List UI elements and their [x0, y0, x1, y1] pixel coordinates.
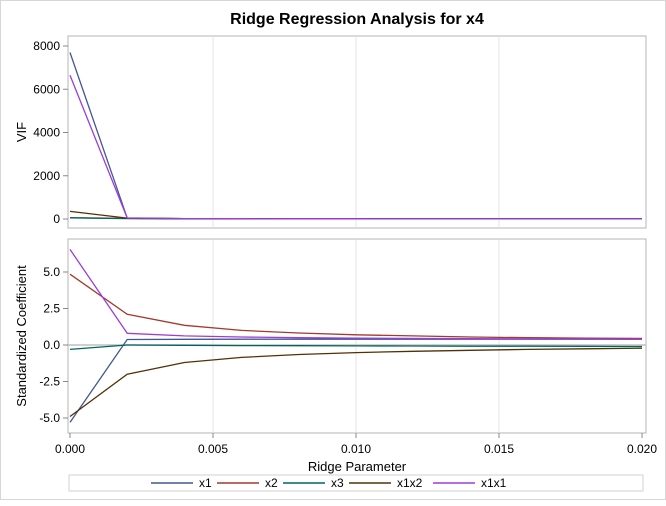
y-tick-label: -2.5 [39, 375, 60, 389]
legend-label-x2: x2 [265, 476, 278, 490]
coef-y-axis: -5.0 -2.5 0.0 2.5 5.0 [39, 265, 68, 425]
coef-y-label: Standardized Coefficient [14, 265, 29, 407]
x-tick-label: 0.010 [341, 442, 371, 456]
legend-label-x1x2: x1x2 [397, 476, 423, 490]
y-tick-label: 2000 [33, 169, 60, 183]
x-tick-label: 0.020 [627, 442, 657, 456]
y-tick-label: 6000 [33, 82, 60, 96]
legend-label-x1: x1 [199, 476, 212, 490]
vif-series-lines [69, 52, 642, 220]
coef-panel: -5.0 -2.5 0.0 2.5 5.0 Standardized Coefficie… [14, 238, 647, 434]
y-tick-label: 5.0 [43, 265, 60, 279]
coef-plot-area [67, 238, 647, 434]
y-tick-label: 2.5 [43, 302, 60, 316]
vif-gridlines [212, 37, 500, 227]
series-line-x2 [69, 273, 643, 340]
series-line-x1x2 [69, 347, 643, 418]
series-line-x1x1 [69, 74, 642, 220]
x-axis-label: Ridge Parameter [308, 459, 407, 474]
legend: x1 x2 x3 x1x2 x1x1 [151, 476, 507, 490]
vif-y-axis: 0 2000 4000 6000 8000 [33, 39, 68, 226]
vif-plot-area [67, 35, 647, 229]
vif-y-label: VIF [14, 122, 29, 142]
x-axis: 0.000 0.005 0.010 0.015 0.020 [55, 433, 657, 456]
y-tick-label: 4000 [33, 126, 60, 140]
coef-series-lines [69, 249, 643, 423]
x-tick-label: 0.000 [55, 442, 85, 456]
y-tick-label: 0 [53, 212, 60, 226]
x-tick-label: 0.005 [198, 442, 228, 456]
x-tick-label: 0.015 [484, 442, 514, 456]
series-line-x3 [69, 344, 643, 351]
y-tick-label: 0.0 [43, 338, 60, 352]
y-tick-label: 8000 [33, 39, 60, 53]
chart-title: Ridge Regression Analysis for x4 [230, 11, 484, 28]
series-line-x1x1 [69, 249, 643, 340]
vif-panel: 0 2000 4000 6000 8000 VIF [14, 35, 647, 229]
legend-label-x1x1: x1x1 [481, 476, 507, 490]
legend-label-x3: x3 [331, 476, 344, 490]
y-tick-label: -5.0 [39, 411, 60, 425]
